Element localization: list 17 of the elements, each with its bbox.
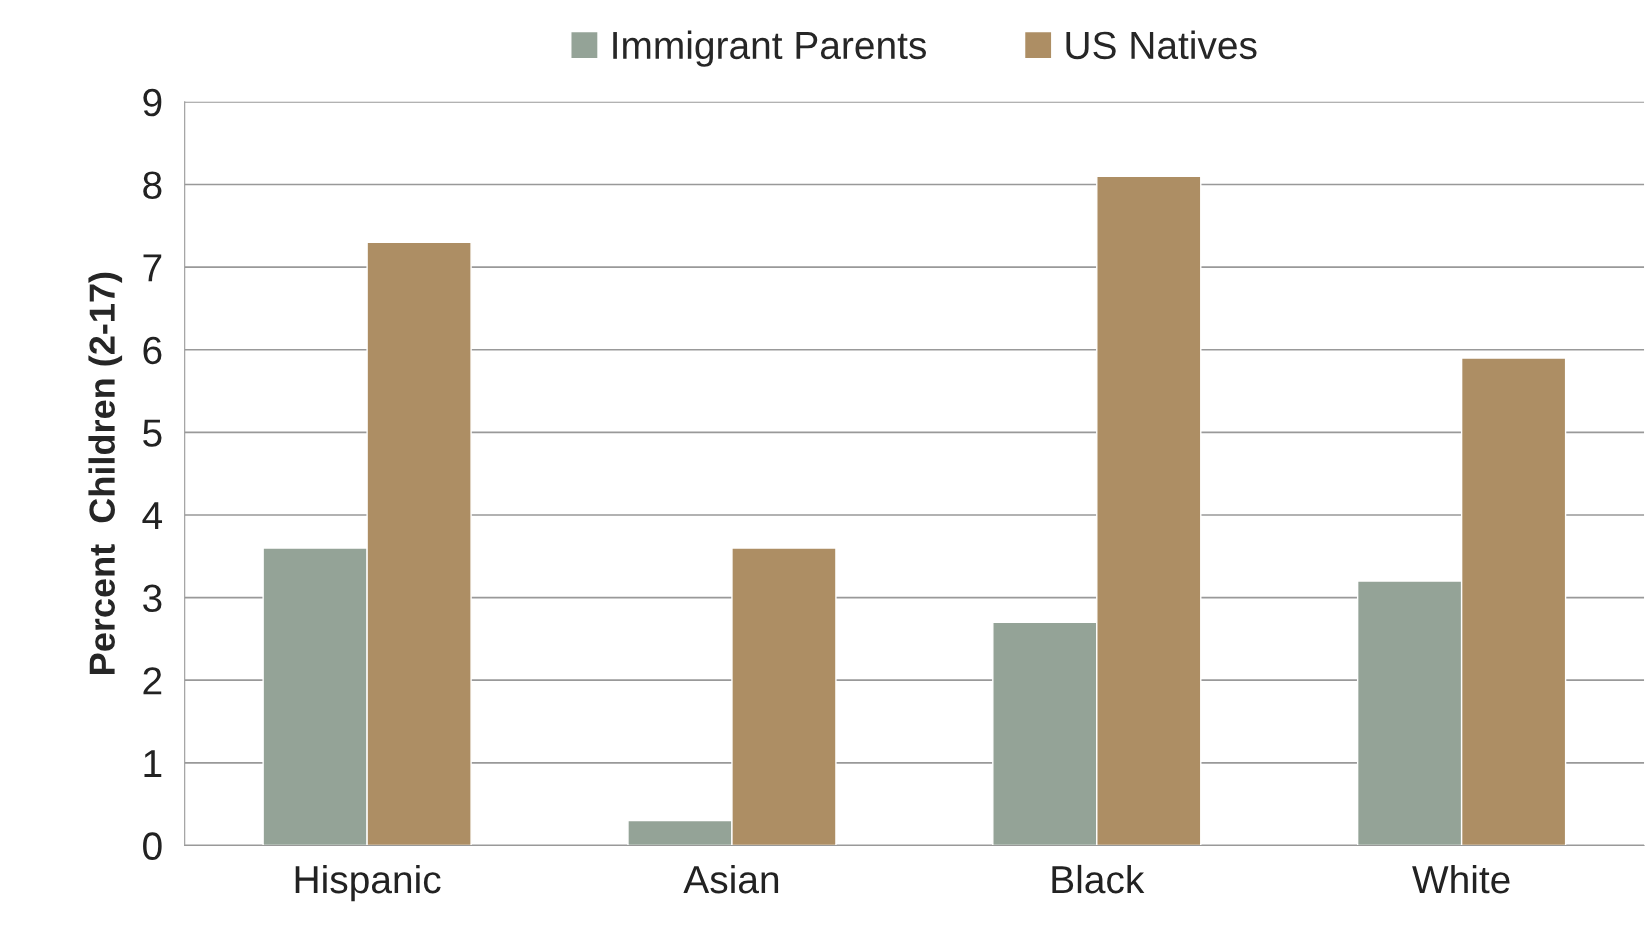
y-tick-label: 2: [143, 667, 162, 695]
y-tick-label: 8: [143, 171, 162, 199]
y-tick-label: 6: [143, 336, 162, 365]
y-tick-label: 9: [143, 88, 162, 117]
y-tick-label: 5: [143, 419, 162, 447]
y-tick-label: 7: [143, 254, 162, 282]
y-tick-label: 0: [143, 832, 162, 860]
x-tick-label: Asian: [683, 864, 779, 894]
legend-label: Immigrant Parents: [613, 30, 926, 67]
legend-label: US Natives: [1066, 30, 1257, 60]
y-axis-title: Percent Children (2-17): [88, 272, 123, 674]
y-tick-label: 3: [143, 584, 162, 613]
x-tick-label: Hispanic: [295, 864, 441, 902]
y-tick-label: 1: [144, 750, 162, 777]
y-tick-label: 4: [142, 502, 163, 530]
x-tick-label: Black: [1052, 864, 1145, 894]
x-tick-label: White: [1412, 864, 1510, 894]
